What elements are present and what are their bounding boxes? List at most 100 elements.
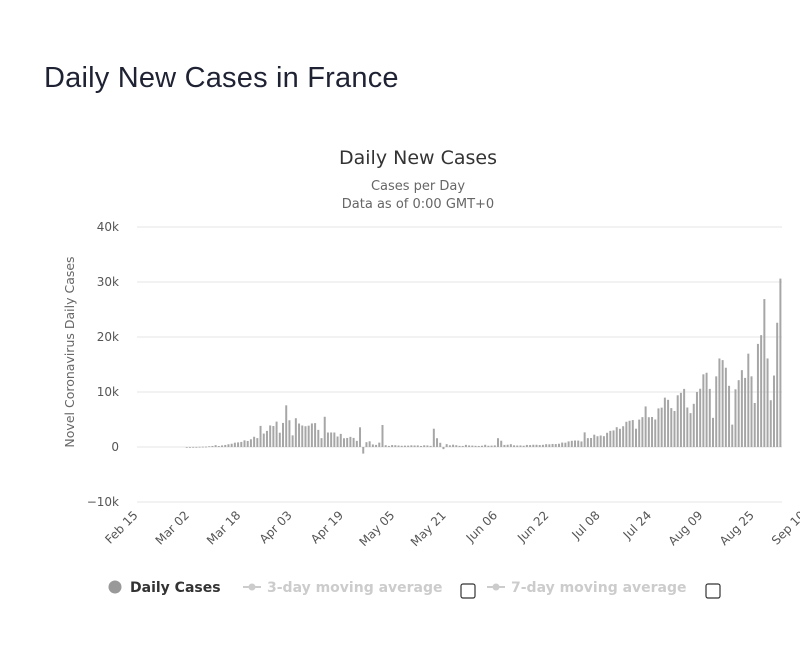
- bar: [641, 417, 644, 447]
- legend-item-daily-cases[interactable]: Daily Cases: [108, 580, 221, 596]
- bar: [391, 445, 394, 447]
- y-tick-label: 20k: [97, 330, 119, 344]
- bar-series-daily-cases: [185, 278, 782, 454]
- bar: [394, 445, 397, 447]
- bar: [262, 433, 265, 447]
- bar: [673, 411, 676, 447]
- y-axis-title: Novel Coronavirus Daily Cases: [62, 256, 77, 447]
- bar: [753, 403, 756, 447]
- bar: [519, 445, 522, 447]
- bar: [628, 420, 631, 447]
- bar: [538, 445, 541, 447]
- x-tick-label: May 21: [408, 508, 449, 549]
- bar: [760, 335, 763, 447]
- bar: [570, 440, 573, 447]
- bar: [323, 416, 326, 447]
- bar: [342, 438, 345, 447]
- bar: [275, 421, 278, 447]
- bar: [529, 445, 532, 447]
- bar: [567, 441, 570, 447]
- bar: [265, 430, 268, 447]
- checkbox-3-day-average[interactable]: [460, 583, 476, 599]
- x-tick-label: Feb 15: [102, 508, 140, 546]
- bar: [359, 427, 362, 447]
- bar: [384, 445, 387, 447]
- bar: [593, 434, 596, 447]
- bar: [320, 438, 323, 447]
- bar: [240, 441, 243, 447]
- bar: [211, 445, 214, 447]
- bar: [468, 445, 471, 447]
- bar: [734, 389, 737, 447]
- bar: [740, 370, 743, 447]
- x-tick-label: Jul 24: [620, 508, 654, 542]
- chart-container: Daily New Cases Cases per Day Data as of…: [0, 120, 800, 656]
- bar: [772, 375, 775, 447]
- bar: [221, 445, 224, 447]
- bar: [667, 399, 670, 447]
- bar: [590, 437, 593, 447]
- legend-label-daily-cases: Daily Cases: [130, 580, 221, 596]
- x-tick-label: Aug 09: [666, 508, 706, 548]
- bar: [432, 428, 435, 447]
- bar: [635, 428, 637, 447]
- bar: [699, 388, 702, 447]
- bar: [503, 444, 506, 447]
- x-tick-label: Jun 06: [463, 508, 500, 545]
- page-title: Daily New Cases in France: [44, 62, 399, 94]
- bar: [230, 443, 233, 447]
- bar: [487, 445, 490, 447]
- bar: [670, 408, 673, 447]
- bar: [692, 403, 695, 447]
- bar: [737, 380, 740, 447]
- x-tick-label: Mar 02: [153, 508, 192, 547]
- bar: [679, 392, 682, 447]
- bar: [452, 444, 455, 447]
- bar: [214, 445, 217, 447]
- bar: [609, 430, 612, 447]
- bar: [278, 432, 281, 447]
- bar: [477, 445, 480, 447]
- bar: [663, 397, 666, 447]
- legend-item-7-day-average[interactable]: 7-day moving average: [487, 580, 687, 596]
- bar: [407, 445, 410, 447]
- bar: [557, 443, 560, 447]
- bar: [298, 423, 301, 447]
- bar: [330, 432, 333, 447]
- bar: [763, 299, 766, 447]
- bar: [339, 433, 342, 447]
- bar: [458, 445, 461, 447]
- x-tick-label: Aug 25: [717, 508, 757, 548]
- bar: [349, 436, 352, 447]
- checkbox-7-day-average[interactable]: [705, 583, 721, 599]
- bar: [310, 423, 313, 447]
- bar: [201, 446, 204, 448]
- bar: [574, 440, 577, 447]
- bar: [548, 444, 551, 447]
- bar: [249, 439, 252, 447]
- y-tick-label: 30k: [97, 275, 119, 289]
- bar: [513, 445, 516, 447]
- bar: [259, 425, 262, 447]
- y-tick-label: 0: [111, 440, 119, 454]
- bar: [638, 419, 641, 447]
- bar: [715, 376, 718, 447]
- bar: [676, 395, 679, 447]
- bar: [397, 445, 400, 447]
- line-marker-dot-icon: [248, 583, 256, 591]
- bar: [233, 442, 236, 447]
- bar: [420, 445, 422, 447]
- bar: [618, 428, 621, 447]
- bar: [185, 446, 188, 448]
- daily-cases-chart: Daily New Cases Cases per Day Data as of…: [62, 147, 800, 599]
- legend-item-3-day-average[interactable]: 3-day moving average: [243, 580, 443, 596]
- bar: [381, 425, 384, 447]
- gridlines: [137, 226, 782, 503]
- bar: [326, 432, 329, 447]
- bar: [625, 421, 628, 447]
- bar: [522, 445, 525, 447]
- bar: [442, 447, 445, 450]
- bar: [346, 437, 349, 447]
- bar: [779, 278, 782, 447]
- bar: [532, 444, 535, 447]
